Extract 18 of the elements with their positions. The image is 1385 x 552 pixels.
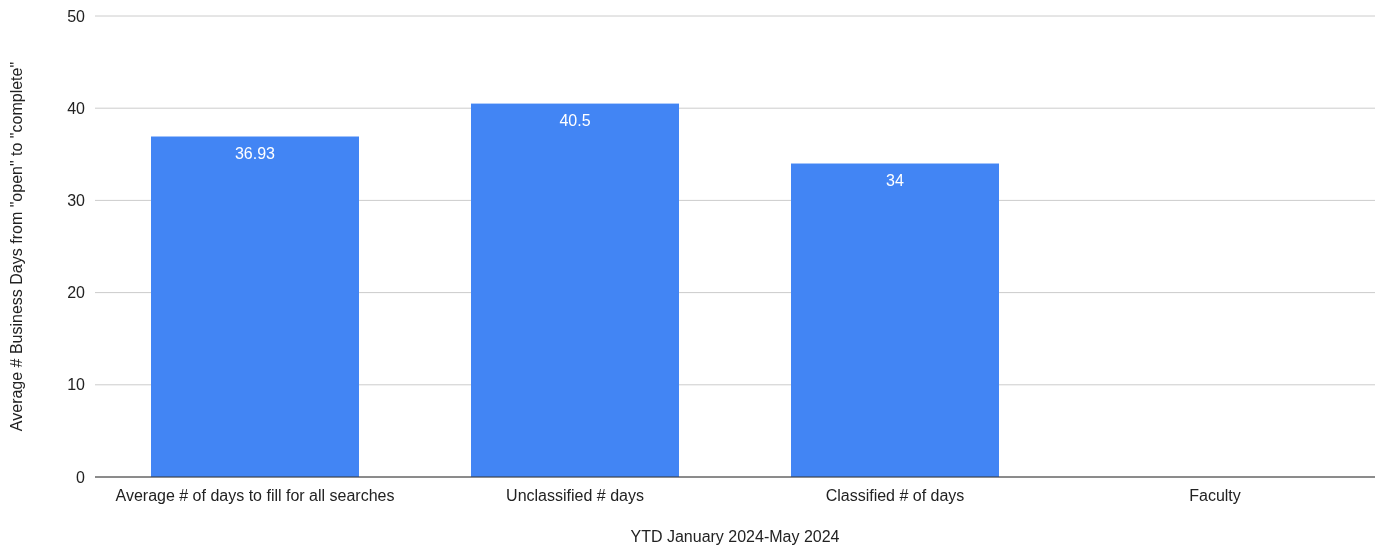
bar xyxy=(471,103,679,477)
data-label: 36.93 xyxy=(234,144,276,162)
x-tick-label: Unclassified # days xyxy=(506,487,644,504)
bar xyxy=(151,136,359,477)
x-tick-label: Average # of days to fill for all searches xyxy=(115,487,395,504)
x-axis-title: YTD January 2024-May 2024 xyxy=(630,528,840,545)
y-tick-label: 10 xyxy=(67,376,86,394)
bar xyxy=(791,163,999,477)
x-tick-label: Faculty xyxy=(1189,487,1241,504)
y-tick-label: 0 xyxy=(76,468,86,486)
data-label: 34 xyxy=(886,171,904,189)
y-tick-label: 40 xyxy=(67,99,86,117)
x-tick-label: Classified # of days xyxy=(825,487,965,504)
y-axis-title: Average # Business Days from "open" to "complete" xyxy=(8,61,25,432)
y-tick-label: 50 xyxy=(67,7,86,25)
y-tick-label: 20 xyxy=(67,284,86,302)
y-tick-label: 30 xyxy=(67,192,86,209)
data-label: 40.5 xyxy=(559,111,591,129)
